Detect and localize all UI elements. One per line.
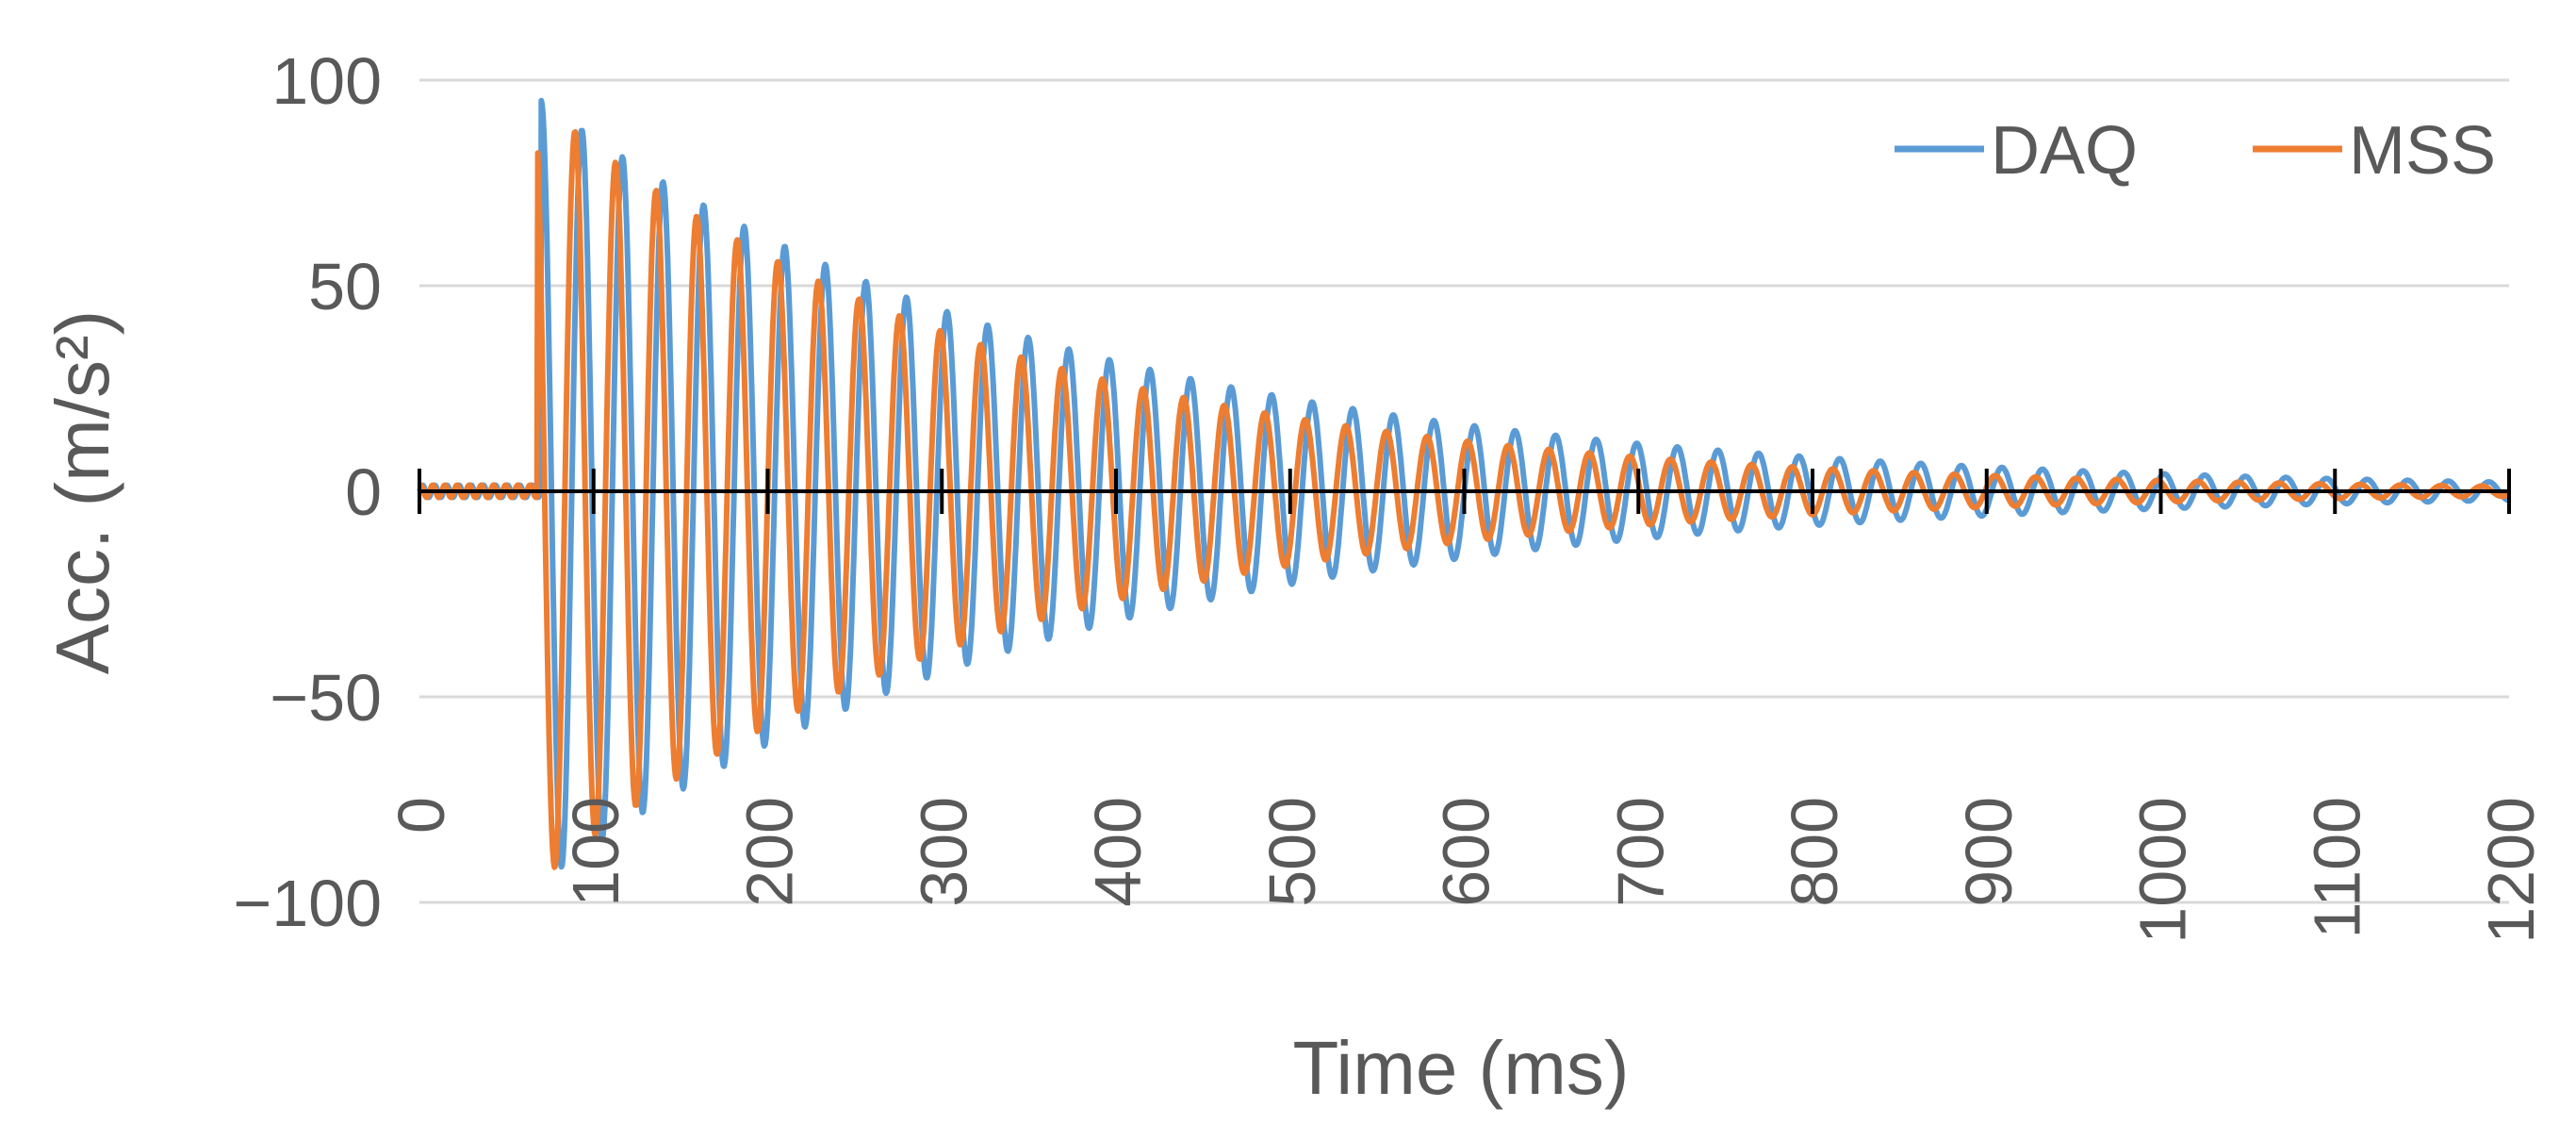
- x-tick-label: 300: [907, 797, 980, 907]
- y-tick-labels: 100 50 0 −50 −100: [233, 44, 382, 940]
- y-tick-label: −50: [270, 661, 382, 735]
- x-tick-label: 500: [1255, 797, 1329, 907]
- y-axis-title: Acc. (m/s²): [41, 310, 124, 675]
- legend-label-mss: MSS: [2349, 113, 2496, 189]
- x-tick-label: 400: [1081, 797, 1155, 907]
- x-tick-label: 700: [1603, 797, 1677, 907]
- x-tick-label: 0: [385, 797, 458, 834]
- x-tick-label: 800: [1778, 797, 1851, 907]
- x-tick-label: 1000: [2126, 797, 2200, 944]
- y-tick-label: 0: [345, 455, 382, 529]
- x-tick-label: 100: [559, 797, 632, 907]
- y-tick-label: −100: [233, 867, 382, 940]
- x-axis-title: Time (ms): [1293, 1026, 1630, 1110]
- x-tick-label: 1200: [2474, 797, 2548, 944]
- y-tick-label: 100: [271, 44, 382, 118]
- legend-label-daq: DAQ: [1991, 113, 2138, 189]
- x-tick-label: 900: [1952, 797, 2026, 907]
- x-tick-label: 600: [1430, 797, 1503, 907]
- x-tick-labels: 0 100 200 300 400 500 600 700 800 900 1000 1100 1200: [385, 797, 2548, 944]
- x-axis: [418, 469, 2511, 514]
- legend: DAQ MSS: [1895, 113, 2496, 189]
- y-tick-label: 50: [308, 250, 382, 323]
- x-tick-label: 200: [733, 797, 807, 907]
- x-tick-label: 1100: [2300, 797, 2373, 939]
